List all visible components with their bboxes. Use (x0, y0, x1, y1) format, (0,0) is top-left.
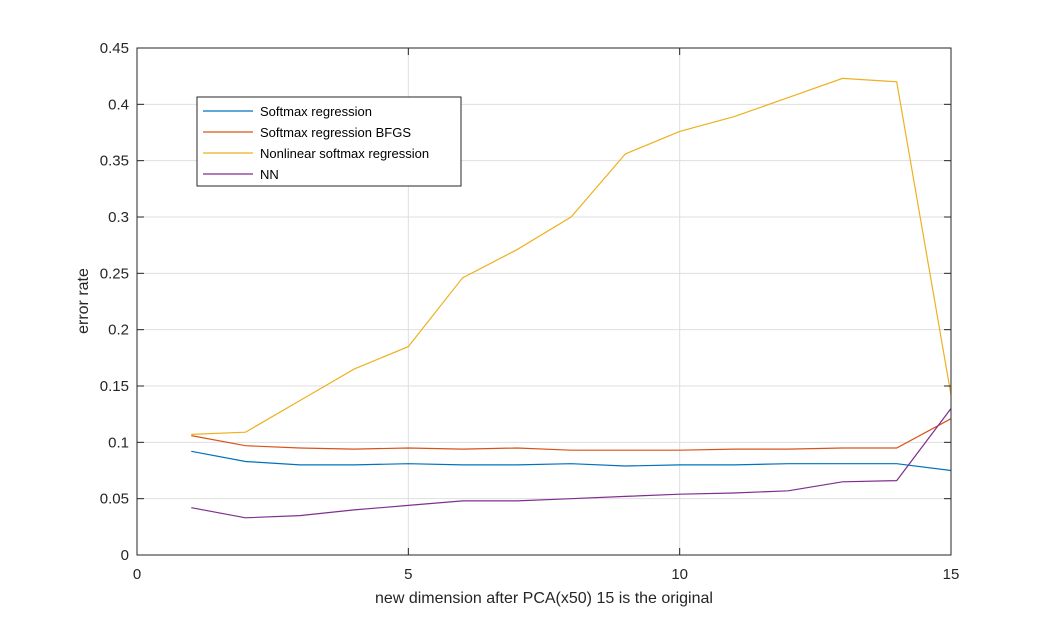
y-tick-label: 0.35 (100, 153, 129, 170)
y-tick-label: 0.25 (100, 265, 129, 282)
series-line-3 (191, 77, 952, 435)
y-tick-label: 0.1 (108, 434, 129, 451)
y-tick-label: 0.45 (100, 40, 129, 57)
x-tick-label: 5 (404, 566, 412, 583)
x-axis-label: new dimension after PCA(x50) 15 is the o… (375, 590, 713, 607)
legend-box (196, 96, 462, 187)
y-tick-labels: 0 0.05 0.1 0.15 0.2 0.25 0.3 0.35 0.4 0.45 (100, 40, 129, 564)
legend-entries: Softmax regression Softmax regression BFG… (203, 104, 429, 182)
y-tick-label: 0.3 (108, 209, 129, 226)
series-line-4 (191, 408, 952, 519)
ticks (136, 47, 952, 556)
x-tick-label: 15 (943, 566, 960, 583)
x-tick-label: 0 (133, 566, 141, 583)
legend-label-3: Nonlinear softmax regression (260, 146, 429, 161)
y-tick-label: 0.4 (108, 96, 129, 113)
y-tick-label: 0.15 (100, 378, 129, 395)
legend-label-4: NN (260, 167, 279, 182)
y-tick-label: 0 (121, 547, 129, 564)
y-axis-label: error rate (75, 268, 92, 334)
series-line-2 (191, 418, 952, 451)
legend-label-1: Softmax regression (260, 104, 372, 119)
legend: Softmax regression Softmax regression BFG… (196, 96, 462, 187)
x-tick-label: 10 (671, 566, 688, 583)
x-tick-labels: 0 5 10 15 (133, 566, 960, 583)
series-lines (191, 77, 952, 519)
y-tick-label: 0.2 (108, 322, 129, 339)
y-tick-label: 0.05 (100, 491, 129, 508)
series-line-1 (191, 450, 952, 472)
axes-box (136, 47, 952, 556)
legend-label-2: Softmax regression BFGS (260, 125, 411, 140)
